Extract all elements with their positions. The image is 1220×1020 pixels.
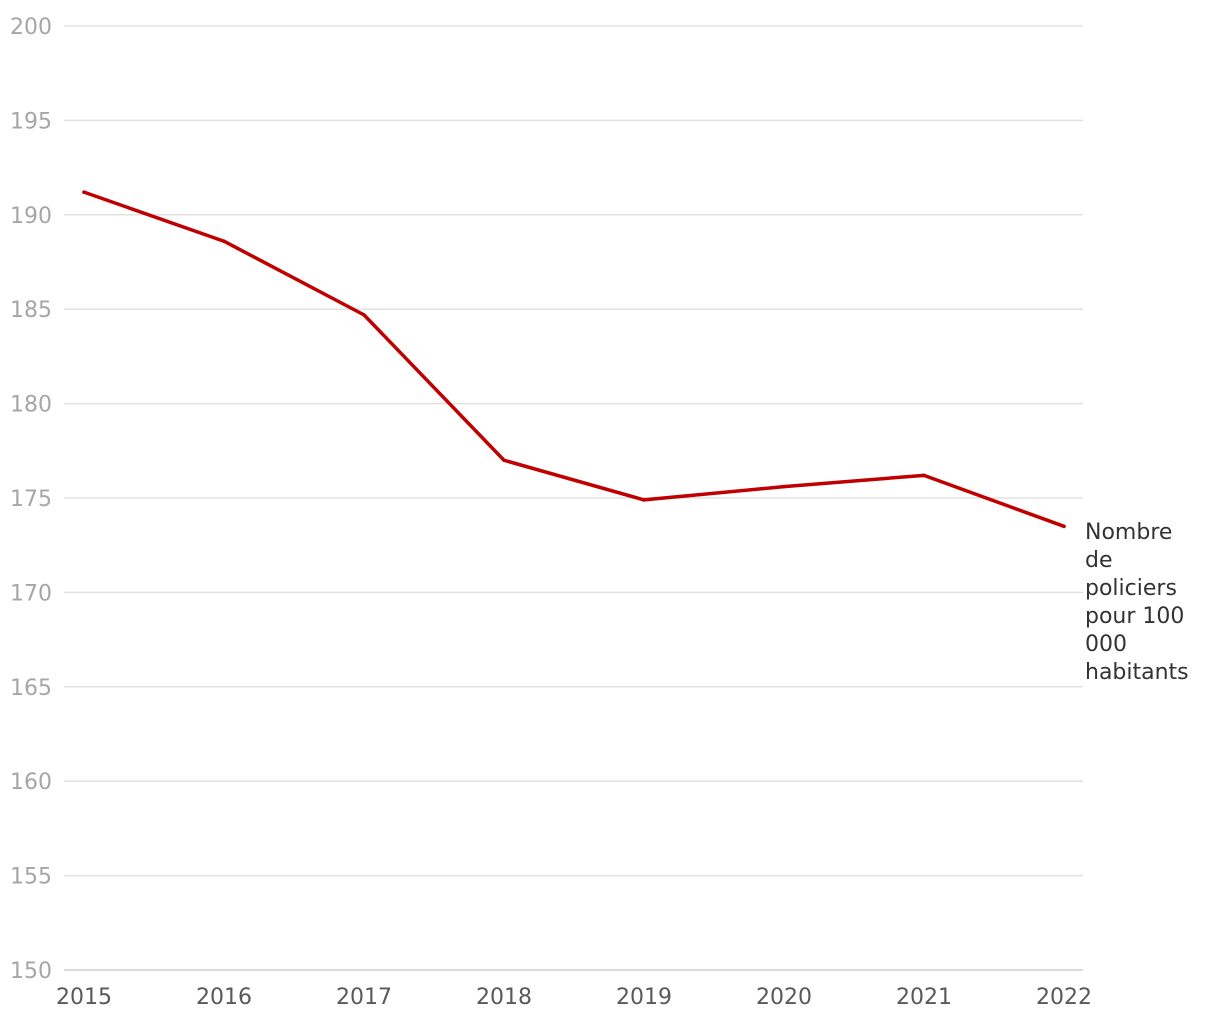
series-label-line: Nombre (1085, 520, 1172, 545)
y-tick-label: 195 (10, 109, 52, 134)
data-point (82, 190, 86, 194)
series-layer (82, 190, 1066, 529)
series-label: Nombre de policiers pour 100 000 habitants (1085, 520, 1189, 685)
y-tick-label: 175 (10, 487, 52, 512)
data-point (782, 484, 786, 489)
y-tick-label: 165 (10, 676, 52, 701)
x-tick-label: 2022 (1036, 985, 1092, 1010)
data-point (362, 313, 366, 317)
data-point (222, 239, 226, 244)
y-tick-label: 150 (10, 959, 52, 984)
x-tick-label: 2017 (336, 985, 392, 1010)
series-label-line: pour 100 (1085, 604, 1184, 629)
x-tick-label: 2018 (476, 985, 532, 1010)
series-line (82, 190, 1066, 529)
series-label-line: habitants (1085, 660, 1189, 685)
series-label-line: 000 (1085, 632, 1127, 657)
y-tick-label: 160 (10, 770, 52, 795)
data-point (922, 473, 926, 478)
y-tick-label: 200 (10, 15, 52, 40)
x-tick-label: 2015 (56, 985, 112, 1010)
data-point (642, 498, 646, 502)
x-tick-label: 2019 (616, 985, 672, 1010)
data-point (502, 458, 506, 463)
y-axis-ticks: 150 155 160 165 170 175 180 185 190 195 200 (10, 15, 52, 984)
x-tick-label: 2016 (196, 985, 252, 1010)
y-tick-label: 180 (10, 393, 52, 418)
y-tick-label: 170 (10, 581, 52, 606)
gridlines (64, 25, 1083, 971)
x-tick-label: 2020 (756, 985, 812, 1010)
y-tick-label: 190 (10, 204, 52, 229)
y-tick-label: 185 (10, 298, 52, 323)
data-point (1062, 524, 1066, 529)
series-label-line: policiers (1085, 576, 1177, 601)
x-tick-label: 2021 (896, 985, 952, 1010)
x-axis-ticks: 2015 2016 2017 2018 2019 2020 2021 2022 (56, 985, 1092, 1010)
y-tick-label: 155 (10, 865, 52, 890)
series-label-line: de (1085, 548, 1113, 573)
